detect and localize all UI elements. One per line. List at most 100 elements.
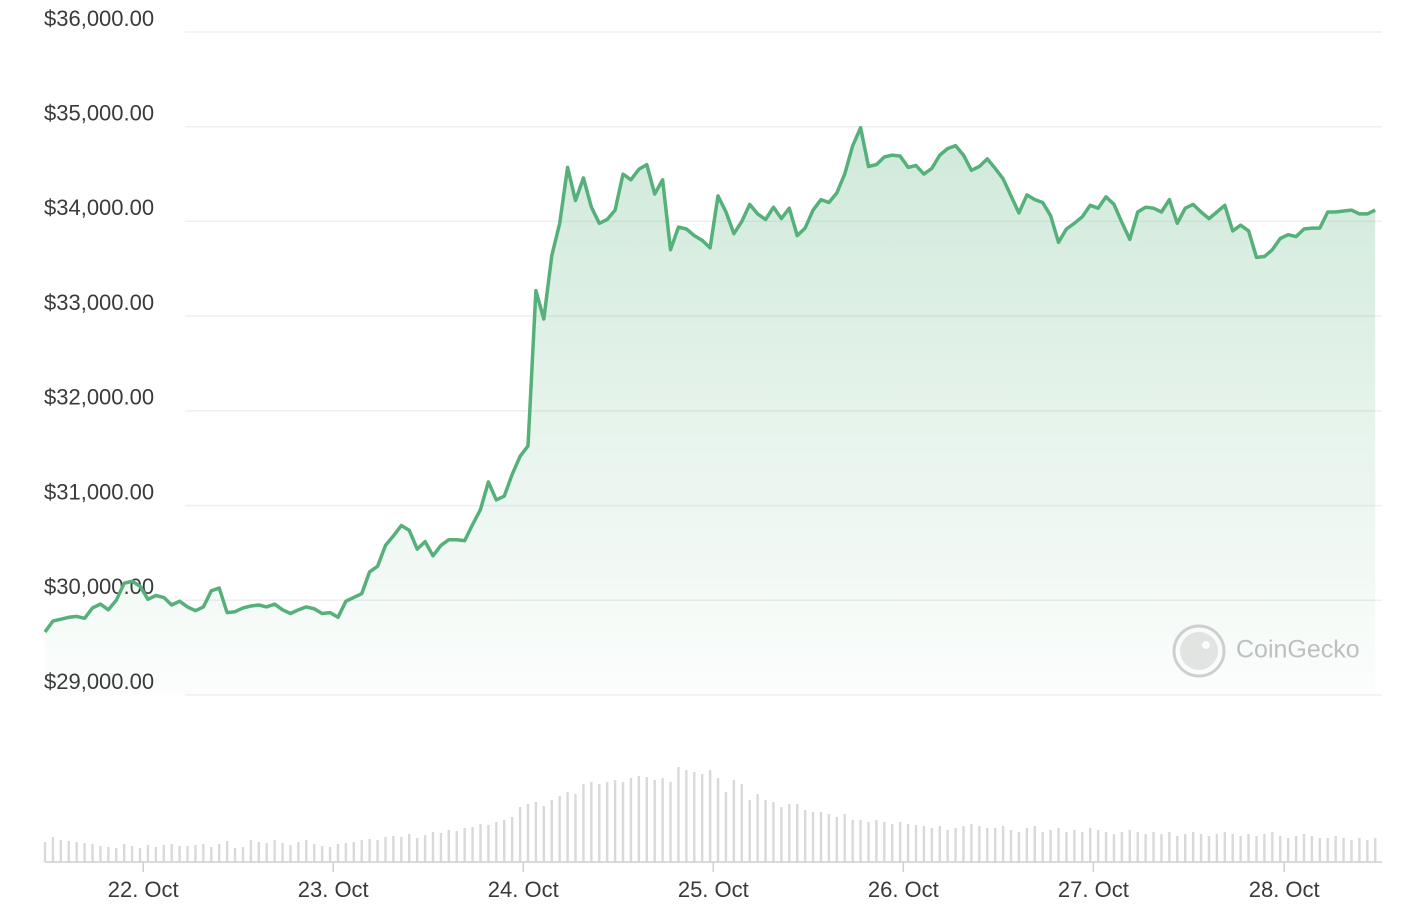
volume-bar	[1184, 834, 1187, 862]
volume-bar	[1263, 834, 1266, 862]
volume-bar	[115, 848, 118, 862]
y-tick-label: $36,000.00	[44, 6, 154, 31]
y-tick-label: $29,000.00	[44, 669, 154, 694]
volume-bar	[170, 844, 173, 862]
volume-bar	[1326, 838, 1329, 862]
volume-bar	[1096, 830, 1100, 862]
volume-bar	[629, 778, 633, 862]
volume-bar	[217, 844, 221, 862]
volume-bar	[154, 847, 158, 862]
volume-bar	[447, 830, 451, 862]
volume-bar	[257, 842, 260, 862]
volume-bar	[186, 846, 189, 862]
y-tick-label: $31,000.00	[44, 479, 154, 504]
volume-bar	[336, 844, 340, 862]
volume-bar	[83, 843, 86, 862]
y-tick-label: $30,000.00	[44, 574, 154, 599]
volume-bar	[851, 820, 854, 862]
volume-bar	[1286, 838, 1290, 862]
volume-bar	[1350, 840, 1353, 862]
volume-bar	[772, 802, 775, 862]
volume-bar	[764, 800, 767, 862]
volume-bar	[138, 848, 142, 862]
volume-bar	[1009, 830, 1013, 862]
volume-bar	[1120, 832, 1124, 862]
volume-bar	[914, 825, 918, 862]
x-tick-label: 23. Oct	[298, 877, 369, 902]
volume-bar	[1271, 832, 1274, 862]
volume-bar	[479, 824, 482, 862]
volume-bar	[1001, 826, 1005, 862]
volume-bar	[1279, 836, 1282, 862]
volume-bar	[891, 824, 894, 862]
volume-bar	[273, 840, 276, 862]
volume-bar	[930, 828, 934, 862]
volume-bar	[1318, 838, 1322, 862]
volume-bar	[487, 825, 490, 862]
volume-bar	[803, 810, 807, 862]
volume-bar	[281, 843, 284, 862]
volume-bar	[194, 845, 197, 862]
volume-bar	[970, 824, 973, 862]
volume-bar	[360, 840, 363, 862]
volume-bar	[107, 847, 110, 862]
volume-bar	[43, 842, 47, 862]
volume-bar	[590, 782, 593, 862]
volume-bar	[859, 820, 862, 862]
volume-bar	[811, 812, 815, 862]
volume-bar	[130, 846, 134, 862]
volume-bar	[455, 831, 458, 862]
x-tick-label: 28. Oct	[1249, 877, 1320, 902]
volume-bar	[328, 847, 332, 862]
y-tick-label: $35,000.00	[44, 101, 154, 126]
volume-bar	[780, 807, 783, 862]
volume-bar	[637, 776, 641, 862]
volume-bar	[827, 814, 831, 862]
volume-bar	[1334, 836, 1337, 862]
volume-bar	[1152, 832, 1155, 862]
volume-bar	[566, 792, 569, 862]
volume-bar	[1128, 830, 1131, 862]
volume-bar	[495, 822, 498, 862]
volume-bar	[550, 800, 553, 862]
volume-bar	[1239, 836, 1242, 862]
volume-bar	[993, 828, 997, 862]
volume-bar	[59, 840, 63, 862]
volume-bar	[423, 835, 427, 862]
volume-bar	[1199, 834, 1203, 862]
volume-bar	[605, 782, 609, 862]
volume-bar	[1073, 830, 1076, 862]
volume-bar	[558, 796, 561, 862]
volume-bar	[320, 846, 324, 862]
volume-bar	[1160, 834, 1163, 862]
volume-bar	[1231, 834, 1234, 862]
volume-bar	[732, 780, 736, 862]
volume-bar	[265, 843, 268, 862]
volume-bar	[67, 841, 70, 862]
volume-bar	[376, 840, 379, 862]
volume-bar	[1104, 832, 1108, 862]
volume-bar	[1049, 830, 1052, 862]
volume-bar	[796, 804, 799, 862]
volume-bar	[954, 828, 957, 862]
volume-bar	[819, 812, 823, 862]
volume-bar	[613, 780, 617, 862]
volume-bar	[621, 782, 625, 862]
volume-bar	[756, 794, 759, 862]
volume-bar	[875, 820, 878, 862]
volume-bar	[1081, 832, 1084, 862]
volume-bar	[582, 784, 585, 862]
price-area	[45, 127, 1376, 695]
volume-bar	[883, 822, 886, 862]
volume-bar	[400, 837, 403, 862]
volume-bar	[906, 824, 910, 862]
volume-bar	[922, 826, 926, 862]
x-tick-label: 22. Oct	[108, 877, 179, 902]
volume-bar	[415, 838, 419, 862]
volume-bar	[313, 844, 316, 862]
volume-bar	[431, 832, 435, 862]
volume-bar	[439, 833, 443, 862]
y-tick-label: $33,000.00	[44, 290, 154, 315]
volume-bar	[788, 804, 791, 862]
